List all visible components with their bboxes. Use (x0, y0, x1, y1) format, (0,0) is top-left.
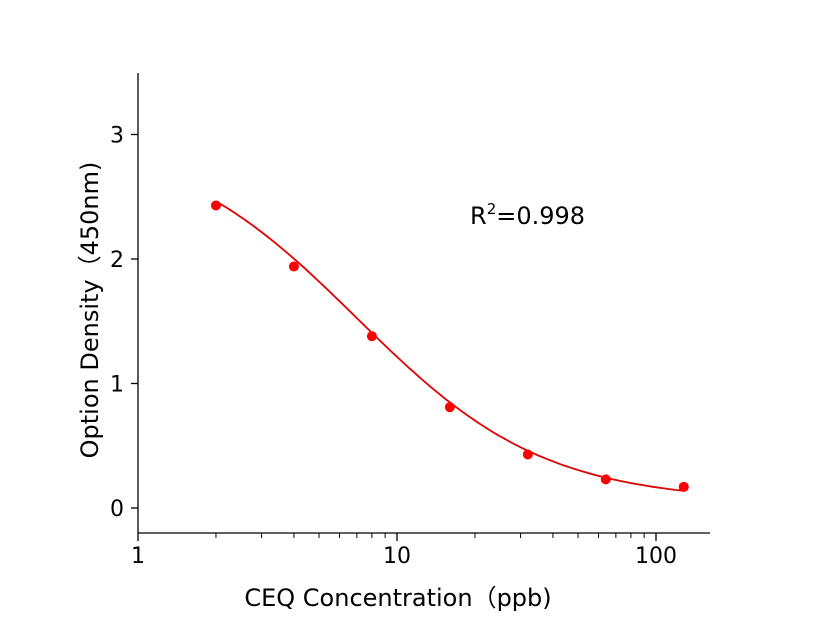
data-points (210, 200, 689, 492)
x-tick-label: 100 (635, 544, 677, 569)
y-tick-label: 0 (110, 497, 124, 522)
y-tick-label: 3 (110, 124, 124, 149)
data-point (366, 331, 377, 342)
data-point (288, 261, 299, 272)
x-tick-label: 1 (131, 544, 145, 569)
r-squared-annotation: R2=0.998 (470, 200, 585, 230)
data-point (522, 449, 533, 460)
data-point (210, 200, 221, 211)
data-point (600, 474, 611, 485)
y-tick-label: 1 (110, 373, 124, 398)
data-point (444, 402, 455, 413)
x-tick-label: 10 (383, 544, 411, 569)
fit-curve-group (215, 200, 684, 492)
fit-curve (215, 200, 684, 492)
y-axis-label: Option Density（450nm) (76, 162, 104, 459)
axes (131, 73, 710, 541)
x-axis-label: CEQ Concentration（ppb) (244, 584, 551, 612)
data-point (678, 481, 689, 492)
y-tick-label: 2 (110, 248, 124, 273)
